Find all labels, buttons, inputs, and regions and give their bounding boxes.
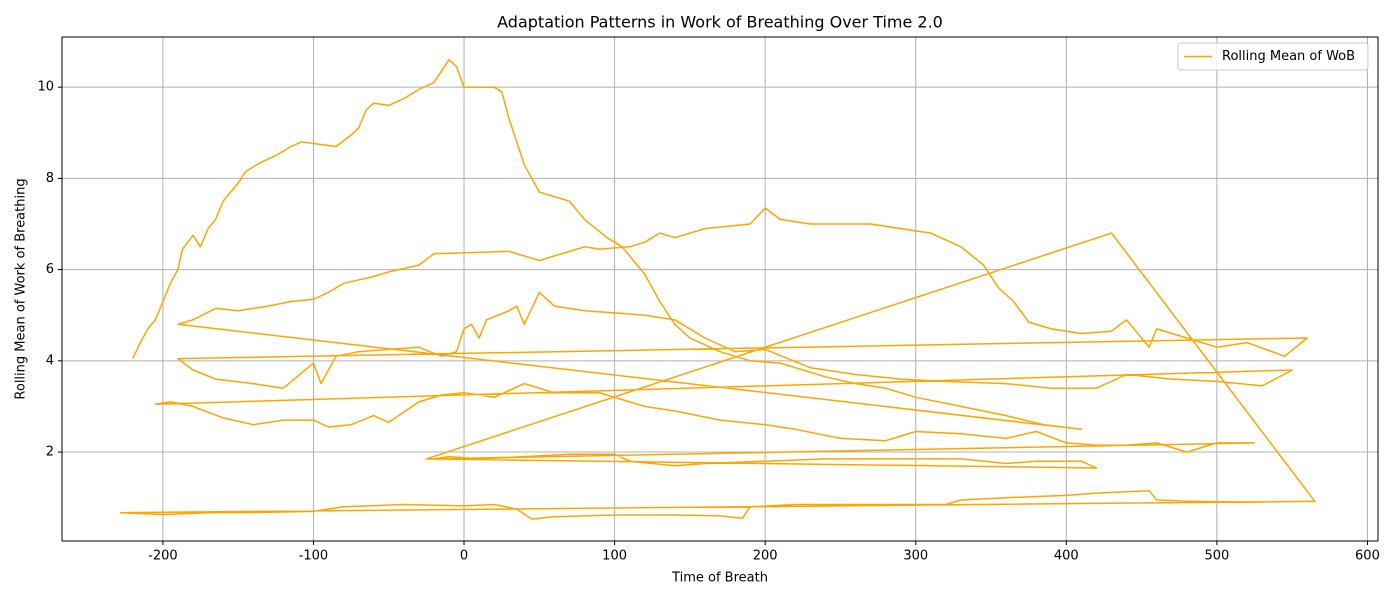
data-line (119, 59, 1316, 520)
y-tick-label: 10 (37, 80, 54, 95)
y-tick-label: 4 (46, 353, 54, 368)
x-tick-label: -200 (148, 549, 178, 564)
legend-box (1177, 42, 1369, 71)
chart-title: Adaptation Patterns in Work of Breathing… (497, 13, 943, 32)
legend-label: Rolling Mean of WoB (1222, 49, 1355, 64)
x-tick-label: 200 (753, 549, 778, 564)
y-tick-label: 6 (46, 262, 54, 277)
x-tick-label: 400 (1054, 549, 1079, 564)
x-tick-label: 300 (903, 549, 928, 564)
x-tick-label: 100 (602, 549, 627, 564)
y-tick-label: 8 (46, 171, 54, 186)
y-tick-label: 2 (46, 445, 54, 460)
x-tick-label: 0 (460, 549, 468, 564)
x-tick-label: 500 (1204, 549, 1229, 564)
plot-frame (61, 36, 1379, 542)
y-axis-label: Rolling Mean of Work of Breathing (14, 178, 29, 399)
x-tick-label: 600 (1355, 549, 1380, 564)
x-tick-label: -100 (299, 549, 329, 564)
x-axis-label: Time of Breath (671, 571, 768, 586)
